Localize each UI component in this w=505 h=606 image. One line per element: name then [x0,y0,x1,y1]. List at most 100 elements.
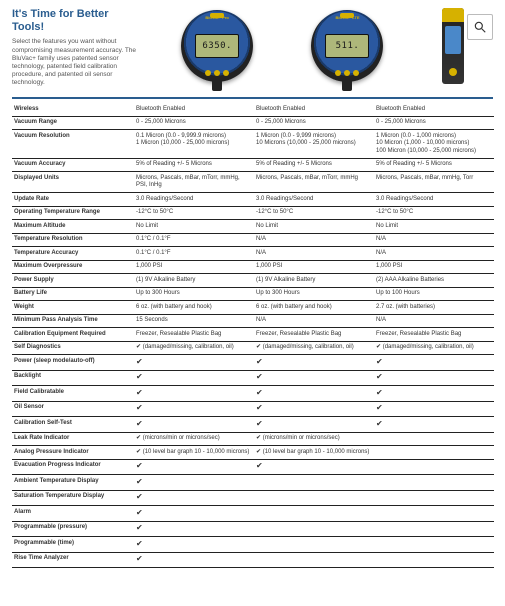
row-cell: 3.0 Readings/Second [254,193,374,207]
row-cell: ✔ [374,417,494,433]
row-label: Update Rate [12,193,134,207]
row-cell: 1,000 PSI [374,260,494,274]
table-row: Evacuation Progress Indicator✔✔ [12,459,494,475]
row-cell: ✔ [254,370,374,386]
table-row: Temperature Resolution0.1°C / 0.1°FN/AN/… [12,233,494,247]
row-cell: Microns, Pascals, mBar, mTorr, mmHg, PSI… [134,172,254,193]
row-cell [374,521,494,537]
product-b-badge: BluVac+ LTE [332,15,362,20]
row-cell: 0 - 25,000 Microns [374,116,494,130]
product-b: BluVac+ LTE 511. [311,10,383,82]
row-cell: Microns, Pascals, mBar, mTorr, mmHg [254,172,374,193]
gauge-image-a: BluVac+ Pro 6350. [181,10,253,82]
row-cell: N/A [254,314,374,328]
row-cell [254,552,374,568]
row-cell: N/A [374,247,494,261]
row-cell: ✔ [374,386,494,402]
row-cell: ✔ [254,386,374,402]
table-row: Saturation Temperature Display✔ [12,490,494,506]
row-label: Displayed Units [12,172,134,193]
product-b-lcd: 511. [325,34,369,58]
row-label: Evacuation Progress Indicator [12,459,134,475]
table-row: Vacuum Range 0 - 25,000 Microns0 - 25,000… [12,116,494,130]
product-a-badge: BluVac+ Pro [202,15,232,20]
magnify-icon [473,20,487,34]
zoom-button[interactable] [467,14,493,40]
row-label: Vacuum Resolution [12,130,134,159]
stick-image [442,8,464,84]
row-cell: 2.7 oz. (with batteries) [374,301,494,315]
row-cell: ✔ [134,537,254,553]
row-cell: Freezer, Resealable Plastic Bag [254,328,374,342]
row-label: Vacuum Accuracy [12,158,134,172]
comparison-table: WirelessBluetooth EnabledBluetooth Enabl… [12,103,494,568]
row-cell [374,490,494,506]
row-label: Programmable (time) [12,537,134,553]
row-cell: ✔ (microns/min or microns/sec) [254,432,374,446]
row-cell: ✔ (10 level bar graph 10 - 10,000 micron… [134,446,254,460]
row-cell: ✔ [134,370,254,386]
row-cell: ✔ [254,459,374,475]
row-label: Power (sleep mode/auto-off) [12,355,134,371]
table-row: WirelessBluetooth EnabledBluetooth Enabl… [12,103,494,116]
table-row: Rise Time Analyzer✔ [12,552,494,568]
row-cell: ✔ [134,552,254,568]
hero-text: It's Time for Better Tools! Select the f… [12,8,142,87]
product-images: BluVac+ Pro 6350. BluVac+ LTE 511. [152,8,493,84]
row-cell: ✔ (microns/min or microns/sec) [134,432,254,446]
row-cell [374,552,494,568]
row-cell: (1) 9V Alkaline Battery [134,274,254,288]
row-label: Vacuum Range [12,116,134,130]
row-cell [374,432,494,446]
row-cell: Freezer, Resealable Plastic Bag [374,328,494,342]
row-label: Rise Time Analyzer [12,552,134,568]
row-label: Operating Temperature Range [12,206,134,220]
row-cell [254,475,374,491]
row-cell: 0.1 Micron (0.0 - 9,999.9 microns)1 Micr… [134,130,254,159]
row-label: Calibration Self-Test [12,417,134,433]
row-cell: -12°C to 50°C [134,206,254,220]
row-label: Analog Pressure Indicator [12,446,134,460]
row-cell: N/A [254,233,374,247]
table-row: Maximum AltitudeNo LimitNo LimitNo Limit [12,220,494,234]
table-row: Leak Rate Indicator✔ (microns/min or mic… [12,432,494,446]
table-row: Programmable (pressure)✔ [12,521,494,537]
table-row: Minimum Pass Analysis Time15 SecondsN/AN… [12,314,494,328]
row-cell: 1,000 PSI [134,260,254,274]
table-row: Self Diagnostics✔ (damaged/missing, cali… [12,341,494,355]
table-row: Field Calibratable✔✔✔ [12,386,494,402]
row-cell: ✔ (damaged/missing, calibration, oil) [254,341,374,355]
row-cell: 0.1°C / 0.1°F [134,247,254,261]
row-cell: 15 Seconds [134,314,254,328]
row-cell: 3.0 Readings/Second [134,193,254,207]
row-label: Temperature Resolution [12,233,134,247]
row-cell: Bluetooth Enabled [374,103,494,116]
product-c [442,8,464,84]
row-cell: 0 - 25,000 Microns [254,116,374,130]
table-row: Battery LifeUp to 300 HoursUp to 300 Hou… [12,287,494,301]
row-cell: 1 Micron (0.0 - 9,999 microns)10 Microns… [254,130,374,159]
row-label: Temperature Accuracy [12,247,134,261]
table-row: Operating Temperature Range-12°C to 50°C… [12,206,494,220]
row-cell: 5% of Reading +/- 5 Microns [134,158,254,172]
row-cell: N/A [374,233,494,247]
hero-blurb: Select the features you want without com… [12,38,142,87]
row-cell: 1 Micron (0.0 - 1,000 microns)10 Micron … [374,130,494,159]
row-label: Field Calibratable [12,386,134,402]
row-cell: ✔ [374,370,494,386]
table-row: Calibration Equipment RequiredFreezer, R… [12,328,494,342]
row-cell [254,490,374,506]
row-cell: 5% of Reading +/- 5 Microns [374,158,494,172]
row-cell: ✔ [374,355,494,371]
table-row: Power (sleep mode/auto-off)✔✔✔ [12,355,494,371]
divider [12,97,493,99]
row-label: Wireless [12,103,134,116]
row-cell: Bluetooth Enabled [134,103,254,116]
row-cell: N/A [374,314,494,328]
row-cell: 5% of Reading +/- 5 Microns [254,158,374,172]
table-row: Calibration Self-Test✔✔✔ [12,417,494,433]
row-cell: Microns, Pascals, mBar, mmHg, Torr [374,172,494,193]
table-row: Ambient Temperature Display✔ [12,475,494,491]
row-cell: 0.1°C / 0.1°F [134,233,254,247]
row-label: Weight [12,301,134,315]
